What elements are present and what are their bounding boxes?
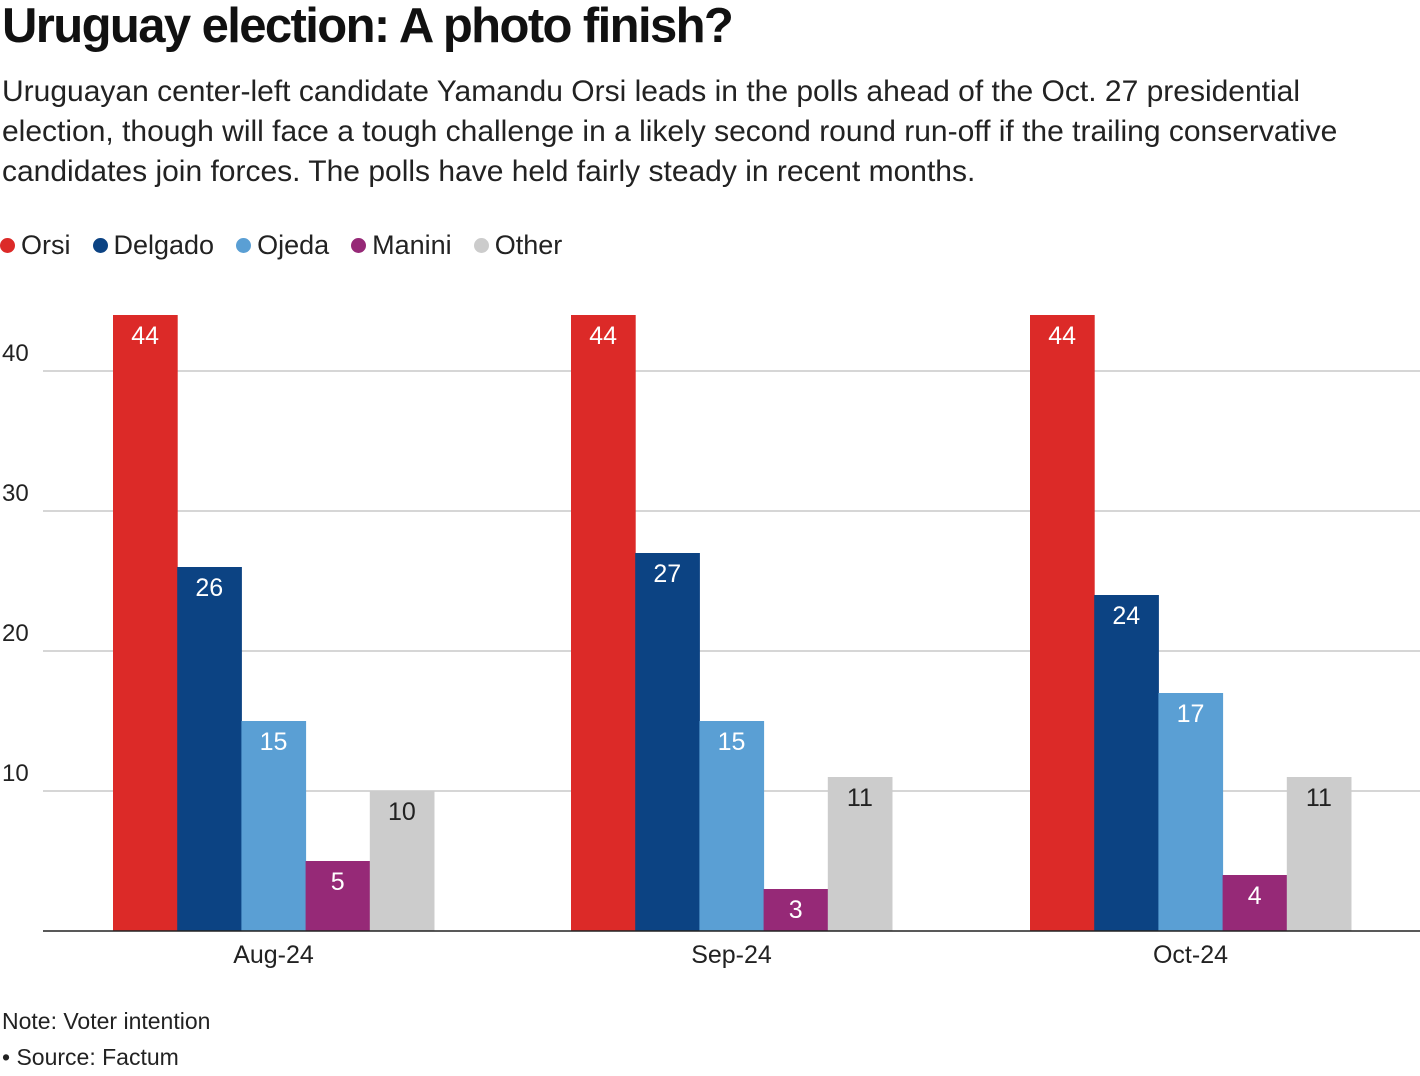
x-tick-label: Aug-24 <box>233 941 314 969</box>
legend-item-orsi: Orsi <box>0 230 71 261</box>
legend-label: Delgado <box>113 230 215 260</box>
chart-subtitle: Uruguayan center-left candidate Yamandu … <box>2 75 1338 188</box>
data-label: 5 <box>331 868 345 896</box>
bar-orsi-aug-24 <box>113 315 178 931</box>
legend-label: Other <box>494 230 563 260</box>
bar-manini-aug-24 <box>305 861 371 931</box>
legend-label: Orsi <box>21 230 71 260</box>
data-label: 15 <box>260 728 288 756</box>
data-label: 10 <box>388 798 416 826</box>
bar-other-oct-24 <box>1286 777 1352 931</box>
data-label: 44 <box>131 322 159 350</box>
bar-manini-sep-24 <box>763 889 829 931</box>
data-label: 26 <box>195 574 223 602</box>
data-label: 24 <box>1112 602 1140 630</box>
bar-ojeda-sep-24 <box>699 721 765 931</box>
legend: Orsi Delgado Ojeda Manini Other <box>0 230 584 261</box>
legend-swatch-icon <box>92 238 108 253</box>
chart-title: Uruguay election: A photo finish? <box>2 0 734 53</box>
legend-label: Manini <box>372 230 452 260</box>
legend-swatch-icon <box>0 238 15 253</box>
bar-ojeda-oct-24 <box>1158 693 1224 931</box>
legend-item-other: Other <box>473 230 563 261</box>
x-tick-label: Sep-24 <box>691 941 772 969</box>
legend-item-delgado: Delgado <box>92 230 215 261</box>
legend-swatch-icon <box>351 238 367 253</box>
data-label: 3 <box>789 896 803 924</box>
y-tick-label: 40 <box>2 340 29 367</box>
chart-note: Note: Voter intention <box>2 1008 211 1034</box>
bar-delgado-aug-24 <box>177 567 242 931</box>
data-label: 11 <box>847 784 873 812</box>
legend-item-manini: Manini <box>351 230 452 261</box>
data-label: 44 <box>589 322 617 350</box>
bar-orsi-sep-24 <box>571 315 636 931</box>
legend-label: Ojeda <box>257 230 330 260</box>
legend-item-ojeda: Ojeda <box>236 230 329 261</box>
bar-delgado-sep-24 <box>635 553 700 931</box>
bar-other-sep-24 <box>827 777 893 931</box>
data-label: 44 <box>1048 322 1076 350</box>
bar-chart: 10203040442615510Aug-24442715311Sep-2444… <box>2 315 1420 969</box>
bar-ojeda-aug-24 <box>241 721 307 931</box>
chart-source: • Source: Factum <box>2 1044 179 1070</box>
y-tick-label: 20 <box>2 620 29 647</box>
y-tick-label: 10 <box>2 760 29 787</box>
legend-swatch-icon <box>473 238 489 253</box>
data-label: 27 <box>653 560 681 588</box>
bar-other-aug-24 <box>369 791 435 931</box>
data-label: 4 <box>1248 882 1262 910</box>
bar-delgado-oct-24 <box>1094 595 1159 931</box>
data-label: 15 <box>718 728 746 756</box>
x-tick-label: Oct-24 <box>1153 941 1228 969</box>
bar-orsi-oct-24 <box>1030 315 1095 931</box>
data-label: 11 <box>1306 784 1332 812</box>
data-label: 17 <box>1177 700 1205 728</box>
legend-swatch-icon <box>236 238 252 253</box>
y-tick-label: 30 <box>2 480 29 507</box>
bar-manini-oct-24 <box>1222 875 1288 931</box>
